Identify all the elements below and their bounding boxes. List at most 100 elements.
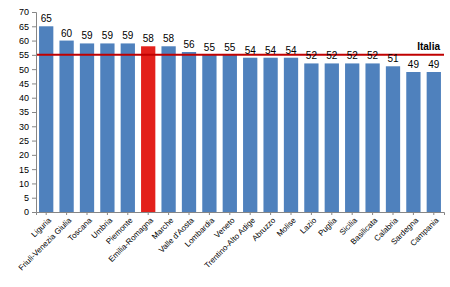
data-labels: 6560595959585856555554545452525252514949 <box>41 13 440 70</box>
x-tick: Emilia-Romagna <box>107 212 156 264</box>
x-tick-label: Basilicata <box>349 215 380 246</box>
x-tick-label: Puglia <box>316 215 338 237</box>
x-tick-mark <box>331 212 332 215</box>
y-tick-label: 15 <box>19 165 29 175</box>
x-tick-mark <box>393 212 394 215</box>
x-tick-label: Abruzzo <box>250 215 278 243</box>
x-tick-mark <box>209 212 210 215</box>
y-tick-label: 35 <box>19 107 29 117</box>
bar <box>202 55 216 212</box>
y-tick-label: 0 <box>24 207 29 217</box>
reference-label: Italia <box>417 41 440 52</box>
bar <box>345 63 359 212</box>
y-tick-mark <box>32 155 36 156</box>
x-tick-mark <box>127 212 128 215</box>
bar <box>263 58 277 212</box>
y-tick-label: 25 <box>19 136 29 146</box>
x-tick-label: Lazio <box>298 215 318 235</box>
bar <box>304 63 318 212</box>
bar <box>365 63 379 212</box>
y-tick: 65 <box>19 22 36 32</box>
bar <box>223 55 237 212</box>
y-tick: 45 <box>19 79 36 89</box>
data-label: 58 <box>163 33 175 44</box>
reference-line <box>36 54 444 56</box>
y-tick: 30 <box>19 122 36 132</box>
y-tick: 20 <box>19 150 36 160</box>
x-tick-mark <box>168 212 169 215</box>
y-tick: 0 <box>24 207 36 217</box>
plot: Italia6560595959585856555554545452525252… <box>17 7 445 272</box>
y-tick: 70 <box>19 7 36 17</box>
x-axis-line <box>37 213 445 216</box>
x-tick: Basilicata <box>349 212 380 246</box>
bar <box>386 66 400 212</box>
y-tick: 60 <box>19 36 36 46</box>
x-tick-mark <box>189 212 190 215</box>
bar <box>243 58 257 212</box>
x-tick: Campania <box>408 212 441 248</box>
chart: Italia6560595959585856555554545452525252… <box>0 0 450 287</box>
x-tick-mark <box>270 212 271 215</box>
bar <box>59 41 73 212</box>
data-label: 55 <box>204 42 216 53</box>
y-tick-mark <box>32 69 36 70</box>
x-tick: Trentino-Alto Adige <box>203 212 258 270</box>
bar <box>284 58 298 212</box>
y-tick: 15 <box>19 165 36 175</box>
data-label: 54 <box>285 45 297 56</box>
marks <box>36 26 444 212</box>
y-tick: 55 <box>19 50 36 60</box>
y-tick-label: 60 <box>19 36 29 46</box>
y-tick-mark <box>32 26 36 27</box>
x-tick-mark <box>148 212 149 215</box>
y-tick: 35 <box>19 107 36 117</box>
x-tick-mark <box>372 212 373 215</box>
y-tick-label: 10 <box>19 179 29 189</box>
x-tick: Toscana <box>66 212 94 243</box>
data-label: 51 <box>387 53 399 64</box>
x-tick-label: Campania <box>408 215 441 248</box>
y-tick: 10 <box>19 179 36 189</box>
y-axis: 0510152025303540455055606570 <box>19 7 37 217</box>
x-tick-mark <box>107 212 108 215</box>
x-tick-mark <box>433 212 434 215</box>
x-tick-mark <box>87 212 88 215</box>
y-tick-mark <box>32 126 36 127</box>
y-tick-mark <box>32 55 36 56</box>
data-label: 59 <box>81 30 93 41</box>
bar <box>406 72 420 212</box>
data-label: 52 <box>306 50 318 61</box>
y-tick-label: 20 <box>19 150 29 160</box>
y-tick-mark <box>32 198 36 199</box>
x-tick-label: Toscana <box>66 215 94 243</box>
data-label: 56 <box>183 39 195 50</box>
data-label: 52 <box>326 50 338 61</box>
y-tick-mark <box>32 183 36 184</box>
x-axis: LiguriaFriuli-Venezia GiuliaToscanaUmbri… <box>17 212 445 272</box>
y-tick-label: 70 <box>19 7 29 17</box>
bar <box>80 43 94 212</box>
data-label: 65 <box>41 13 53 24</box>
x-tick-mark <box>413 212 414 215</box>
y-tick-mark <box>32 112 36 113</box>
x-tick-mark <box>46 212 47 215</box>
x-tick-label: Trentino-Alto Adige <box>203 215 258 270</box>
y-tick: 25 <box>19 136 36 146</box>
y-tick: 50 <box>19 65 36 75</box>
data-label: 55 <box>224 42 236 53</box>
x-tick-label: Molise <box>275 215 298 238</box>
x-tick: Molise <box>275 212 298 239</box>
y-tick-mark <box>32 169 36 170</box>
data-label: 49 <box>408 59 420 70</box>
data-label: 54 <box>265 45 277 56</box>
data-label: 54 <box>245 45 257 56</box>
data-label: 58 <box>143 33 155 44</box>
y-tick-mark <box>32 212 36 213</box>
x-tick: Puglia <box>316 212 338 238</box>
bar <box>427 72 441 212</box>
data-label: 59 <box>102 30 114 41</box>
bar <box>100 43 114 212</box>
x-tick: Abruzzo <box>250 212 278 243</box>
bar <box>121 43 135 212</box>
